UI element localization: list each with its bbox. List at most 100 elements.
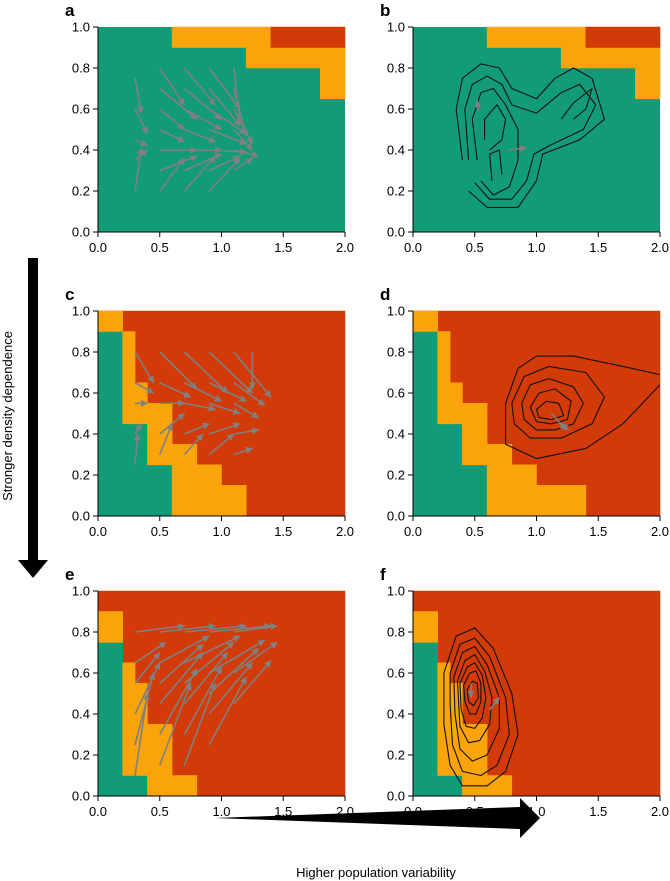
density-contour [505, 384, 661, 460]
trajectory-arrow [159, 382, 192, 398]
y-tick-label: 0.6 [387, 666, 405, 681]
region-orange [97, 310, 123, 332]
trajectory-arrow [183, 155, 216, 192]
trajectory-arrow [133, 433, 141, 465]
y-tick-label: 0.6 [72, 666, 90, 681]
y-tick-label: 0.6 [387, 102, 405, 117]
trajectory-arrow [184, 402, 217, 412]
trajectory-arrow [159, 622, 217, 633]
panel-letter: d [380, 285, 390, 304]
trajectory-arrow [134, 672, 156, 745]
trajectory-arrow [233, 67, 243, 127]
y-tick-label: 0.8 [387, 61, 405, 76]
x-tick-label: 2.0 [651, 524, 669, 539]
y-tick-label: 0.2 [387, 184, 405, 199]
density-dependence-arrow [18, 258, 48, 578]
x-tick-label: 1.5 [274, 524, 292, 539]
y-tick-label: 0.4 [387, 427, 405, 442]
x-tick-label: 0.5 [151, 240, 169, 255]
y-tick-label: 0.8 [72, 625, 90, 640]
panel-letter: e [65, 565, 74, 584]
y-tick-label: 0.2 [387, 748, 405, 763]
x-tick-label: 0.5 [151, 804, 169, 819]
y-tick-label: 1.0 [387, 584, 405, 599]
x-tick-label: 1.5 [589, 240, 607, 255]
panel-letter: a [65, 1, 75, 20]
trajectory-arrow [134, 423, 142, 435]
trajectory-arrow [209, 622, 272, 633]
y-tick-label: 0.0 [387, 509, 405, 524]
trajectory-arrow [560, 423, 570, 431]
y-tick-label: 0.4 [72, 427, 90, 442]
trajectory-arrow [208, 157, 241, 192]
trajectory-arrow [159, 635, 210, 664]
trajectory-arrow [159, 668, 198, 735]
trajectory-arrow [233, 382, 266, 406]
density-contour [535, 400, 565, 421]
panel-e: 0.0 0.5 1.0 1.5 2.00.00.20.40.60.81.0e [65, 565, 354, 819]
trajectory-arrow [159, 108, 186, 131]
x-tick-label: 0.0 [404, 524, 422, 539]
panel-d: 0.0 0.5 1.0 1.5 2.00.00.20.40.60.81.0d [380, 285, 669, 539]
density-contour [484, 104, 507, 151]
population-variability-arrow [215, 798, 540, 838]
y-tick-label: 0.8 [387, 625, 405, 640]
trajectory-arrow [488, 697, 501, 711]
trajectory-arrow [184, 108, 223, 131]
panel-letter: c [65, 285, 74, 304]
region-orange [412, 611, 439, 643]
x-tick-label: 1.0 [212, 240, 230, 255]
trajectory-arrow [208, 382, 247, 402]
density-contour [464, 75, 597, 200]
trajectory-arrow [183, 351, 229, 394]
trajectory-arrow [159, 351, 198, 390]
trajectory-arrow [134, 78, 144, 114]
trajectory-arrow [208, 662, 253, 715]
x-tick-label: 0.0 [89, 240, 107, 255]
panels: 0.0 0.5 1.0 1.5 2.0 0.0 0.2 0.4 0.6 0.8 1.0 a 0.0 0.5… [65, 1, 669, 819]
trajectory-arrow [233, 88, 249, 137]
trajectory-arrow [208, 351, 253, 394]
x-tick-label: 2.0 [651, 240, 669, 255]
trajectory-arrow [159, 643, 204, 684]
panel-letter: f [380, 565, 386, 584]
trajectory-arrow [134, 651, 161, 684]
trajectory-arrow [509, 145, 528, 153]
region-red [585, 26, 661, 48]
region-orange [97, 611, 123, 643]
x-tick-label: 0.5 [466, 524, 484, 539]
y-tick-label: 0.6 [72, 102, 90, 117]
x-tick-label: 0.0 [89, 804, 107, 819]
trajectory-arrow [233, 157, 253, 172]
trajectory-arrow [184, 622, 247, 633]
trajectory-arrow [159, 157, 186, 192]
trajectory-arrow [183, 67, 216, 106]
panel-f: 0.00.51.01.52.00.00.20.40.60.81.0f [380, 565, 669, 819]
y-tick-label: 0.4 [387, 707, 405, 722]
trajectory-arrow [208, 647, 260, 695]
region-orange [412, 310, 439, 332]
trajectory-arrow [159, 412, 186, 435]
trajectory-arrow [134, 662, 161, 715]
density-contour [463, 670, 482, 715]
y-tick-label: 0.0 [387, 225, 405, 240]
trajectory-arrow [233, 128, 253, 151]
panel-b: 0.0 0.5 1.0 1.5 2.00.00.20.40.60.81.0b [380, 1, 669, 255]
x-tick-label: 1.5 [589, 524, 607, 539]
density-contour [521, 378, 584, 431]
density-contour [511, 365, 605, 439]
x-tick-label: 2.0 [336, 240, 354, 255]
y-tick-label: 0.2 [72, 748, 90, 763]
trajectory-arrow [134, 623, 186, 633]
y-tick-label: 1.0 [387, 20, 405, 35]
density-contour [489, 149, 503, 181]
region-orange [437, 331, 587, 517]
y-tick-label: 0.8 [387, 345, 405, 360]
trajectory-arrow [184, 382, 223, 402]
region-red [270, 26, 346, 48]
density-contour [529, 388, 572, 425]
density-contour [466, 680, 480, 707]
density-contour [453, 645, 500, 762]
trajectory-arrow [183, 87, 223, 120]
